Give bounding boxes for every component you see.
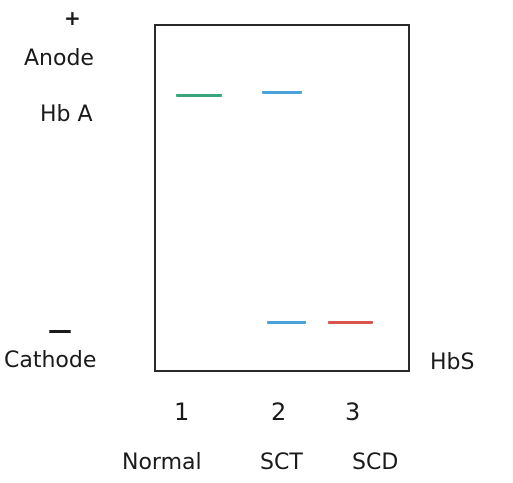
cathode-minus-sign: — [48,316,72,344]
lane-name-normal: Normal [122,450,202,475]
lane-number-1: 1 [174,398,190,426]
anode-label: Anode [24,46,94,71]
band-lane2-hbs [267,321,306,324]
lane-name-sct: SCT [260,450,303,475]
gel-frame [154,24,410,372]
band-lane2-hba [262,91,302,94]
hbs-label: HbS [430,350,475,375]
lane-number-3: 3 [345,398,361,426]
hb-a-label: Hb A [40,102,93,127]
lane-name-scd: SCD [352,450,399,475]
band-lane3-hbs [328,321,373,324]
cathode-label: Cathode [4,348,97,373]
anode-plus-sign: + [64,6,81,30]
lane-number-2: 2 [271,398,287,426]
band-lane1-hba [176,94,222,97]
